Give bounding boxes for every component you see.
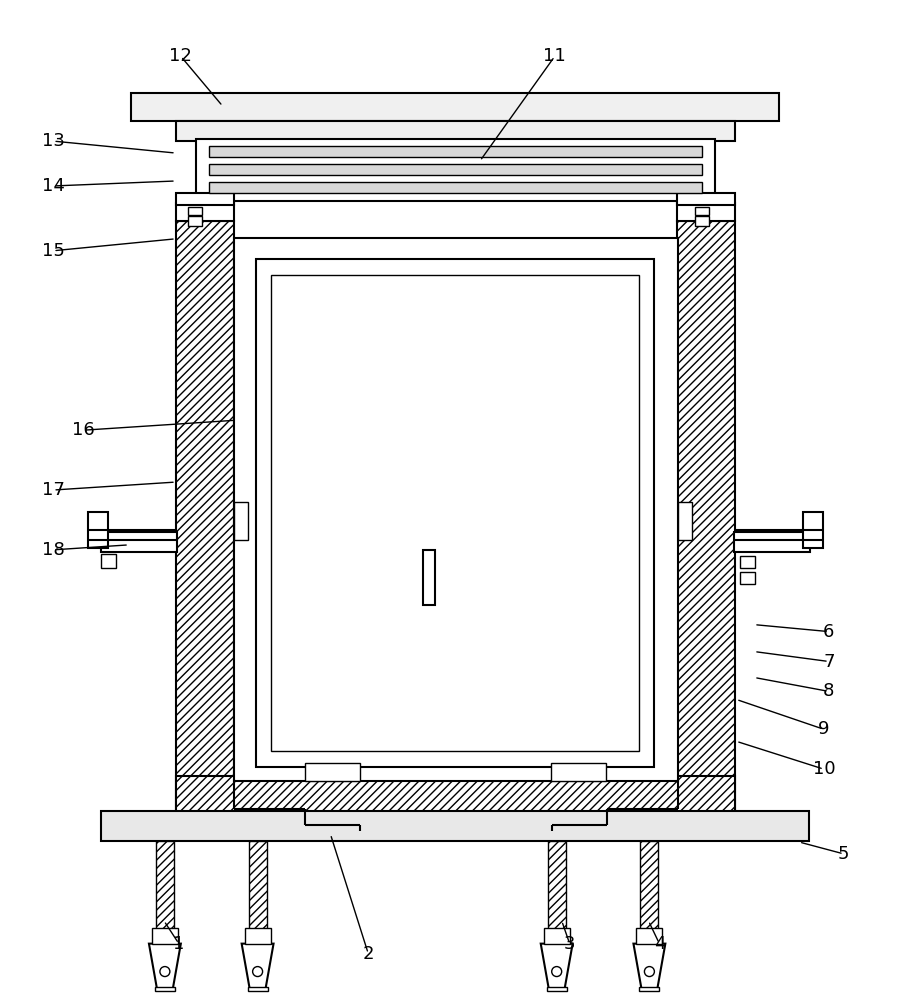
Bar xyxy=(640,841,659,929)
Bar xyxy=(101,811,809,841)
Bar xyxy=(679,502,692,540)
Bar xyxy=(176,203,234,221)
Text: 4: 4 xyxy=(653,935,665,953)
Bar xyxy=(803,512,823,548)
Text: 12: 12 xyxy=(169,47,192,65)
Bar xyxy=(677,193,735,205)
Polygon shape xyxy=(241,944,273,989)
Bar xyxy=(677,221,735,834)
Bar xyxy=(176,776,735,834)
Bar xyxy=(209,182,702,193)
Bar xyxy=(740,556,755,568)
Bar xyxy=(152,928,178,944)
Text: 11: 11 xyxy=(543,47,566,65)
Bar xyxy=(209,146,702,157)
Bar xyxy=(131,93,779,121)
Bar xyxy=(551,763,606,781)
Bar xyxy=(734,532,810,552)
Bar xyxy=(248,987,268,991)
Text: 13: 13 xyxy=(42,132,65,150)
Text: 14: 14 xyxy=(42,177,65,195)
Circle shape xyxy=(160,967,169,977)
Text: 18: 18 xyxy=(42,541,65,559)
Circle shape xyxy=(252,967,262,977)
Text: 2: 2 xyxy=(363,945,374,963)
Text: 1: 1 xyxy=(173,935,185,953)
Bar xyxy=(423,550,435,605)
Bar xyxy=(209,164,702,175)
Text: 6: 6 xyxy=(824,623,834,641)
Bar xyxy=(155,987,175,991)
Polygon shape xyxy=(541,944,573,989)
Bar xyxy=(101,554,116,568)
Bar xyxy=(249,841,267,929)
Text: 7: 7 xyxy=(824,653,834,671)
Bar xyxy=(245,928,271,944)
Bar xyxy=(234,238,679,781)
Circle shape xyxy=(552,967,562,977)
Bar xyxy=(88,512,108,548)
Bar xyxy=(234,502,248,540)
Bar xyxy=(547,987,567,991)
Bar xyxy=(271,275,640,751)
Circle shape xyxy=(644,967,654,977)
Bar xyxy=(677,203,735,221)
Bar xyxy=(156,841,174,929)
Text: 15: 15 xyxy=(42,242,65,260)
Bar xyxy=(695,207,710,215)
Text: 8: 8 xyxy=(824,682,834,700)
Text: 5: 5 xyxy=(838,845,850,863)
Bar xyxy=(101,532,177,552)
Bar xyxy=(188,207,201,215)
Bar xyxy=(196,139,715,201)
Text: 17: 17 xyxy=(42,481,65,499)
Bar xyxy=(176,121,735,141)
Bar xyxy=(740,572,755,584)
Bar xyxy=(548,841,566,929)
Text: 9: 9 xyxy=(818,720,830,738)
Bar xyxy=(305,763,360,781)
Bar xyxy=(544,928,569,944)
Text: 3: 3 xyxy=(564,935,576,953)
Bar xyxy=(176,193,234,205)
Bar xyxy=(695,216,710,226)
Bar xyxy=(256,259,654,767)
Bar xyxy=(188,216,201,226)
Text: 10: 10 xyxy=(813,760,835,778)
Bar xyxy=(640,987,660,991)
Text: 16: 16 xyxy=(72,421,95,439)
Polygon shape xyxy=(633,944,665,989)
Bar xyxy=(637,928,662,944)
Bar xyxy=(176,221,234,834)
Polygon shape xyxy=(148,944,181,989)
